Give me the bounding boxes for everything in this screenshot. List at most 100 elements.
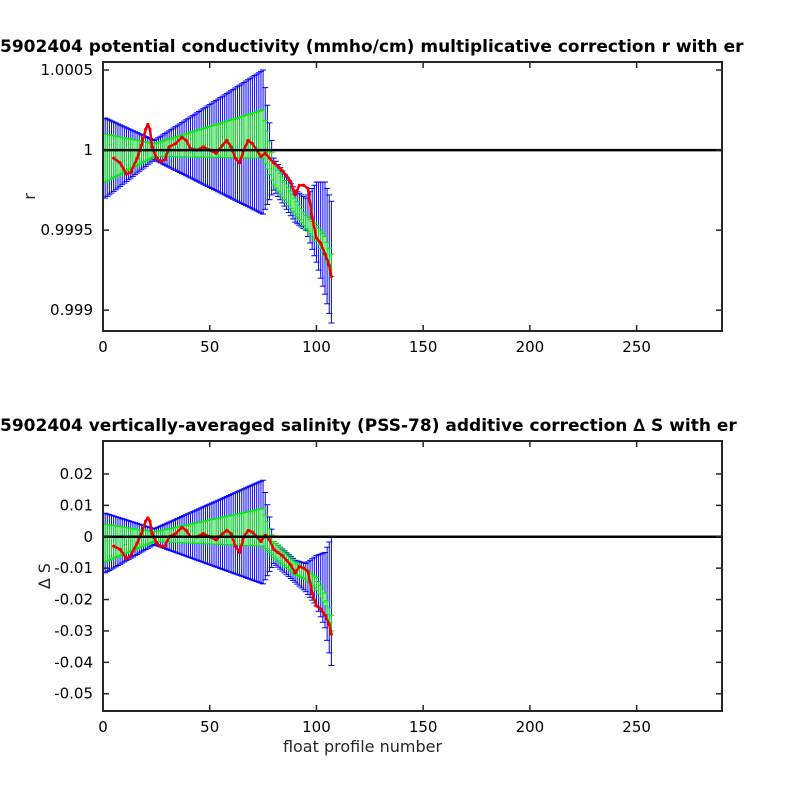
y-tick-label: -0.05 [54,685,93,703]
correction-point [289,563,293,567]
y-axis-label: r [20,193,39,200]
correction-point [323,613,327,617]
correction-point [233,544,237,548]
correction-point [310,591,314,595]
correction-point [327,623,331,627]
y-tick-label: -0.04 [54,653,93,671]
correction-point [314,604,319,608]
correction-point [180,135,184,139]
correction-point [112,156,116,160]
correction-point [139,143,144,147]
x-tick-label: 250 [622,338,651,356]
chart-title: 5902404 vertically-averaged salinity (PS… [0,416,737,436]
correction-point [163,544,167,548]
correction-point [163,158,167,162]
correction-point [150,532,154,536]
correction-point [225,138,229,143]
correction-point [148,127,152,131]
correction-point [154,541,158,545]
correction-point [319,607,323,611]
correction-point [267,538,272,542]
correction-point [144,519,148,523]
y-axis-label: ∆ S [35,563,54,590]
x-tick-label: 0 [98,718,108,736]
correction-point [173,532,178,536]
correction-point [214,538,218,542]
y-tick-label: -0.03 [54,622,93,640]
correction-point [293,571,297,575]
x-tick-label: 100 [302,718,331,736]
correction-point [184,528,188,533]
correction-point [310,215,314,219]
correction-point [246,528,250,533]
correction-point [112,544,116,548]
x-tick-label: 100 [302,338,331,356]
correction-point [150,145,154,149]
x-tick-label: 0 [98,338,108,356]
conductivity-correction-chart: 5902404 potential conductivity (mmho/cm)… [0,37,744,356]
correction-point [238,550,242,555]
correction-point [233,156,237,160]
correction-point [148,519,152,523]
correction-point [329,632,333,636]
correction-point [135,156,139,160]
correction-point [144,127,148,131]
correction-point [302,566,306,570]
correction-point [323,252,327,256]
correction-point [280,553,284,558]
correction-point [146,516,150,520]
correction-point [139,532,144,536]
correction-point [180,525,184,529]
correction-point [246,138,250,143]
y-tick-label: 0.9995 [41,221,94,239]
correction-point [297,183,301,187]
correction-point [276,550,280,555]
correction-point [201,532,205,536]
correction-point [259,539,263,544]
salinity-correction-chart: 5902404 vertically-averaged salinity (PS… [0,416,737,756]
y-tick-label: -0.02 [54,591,93,609]
correction-point [135,541,139,545]
y-tick-label: 0.01 [60,496,93,514]
correction-point [129,170,133,175]
correction-point [129,553,133,558]
correction-point [238,161,242,165]
correction-point [220,143,225,147]
correction-point [229,145,233,149]
correction-point [250,530,255,534]
axes-box [102,440,723,712]
correction-point [118,161,122,165]
correction-point [263,151,267,155]
axes-box [102,61,723,332]
correction-point [184,138,188,143]
correction-point [314,236,319,240]
correction-point [272,161,276,165]
correction-point [267,156,272,160]
correction-point [124,557,129,561]
correction-point [319,241,323,245]
y-tick-label: 0 [83,528,93,546]
correction-point [297,564,301,569]
series-group [103,69,335,324]
correction-point [124,172,129,176]
correction-point [250,142,255,146]
correction-point [229,532,233,536]
correction-point [329,274,333,279]
correction-point [214,151,218,155]
correction-point [154,156,158,160]
correction-point [167,145,171,149]
correction-point [220,532,225,536]
correction-point [284,174,289,178]
correction-point [306,186,310,191]
correction-point [173,142,178,146]
x-tick-label: 50 [200,338,219,356]
x-tick-label: 200 [516,338,545,356]
correction-point [225,528,229,533]
y-tick-label: 1.0005 [41,61,94,79]
correction-point [280,169,284,173]
series-group [103,479,335,666]
correction-point [159,544,163,548]
x-tick-label: 150 [409,718,438,736]
correction-point [259,154,263,159]
